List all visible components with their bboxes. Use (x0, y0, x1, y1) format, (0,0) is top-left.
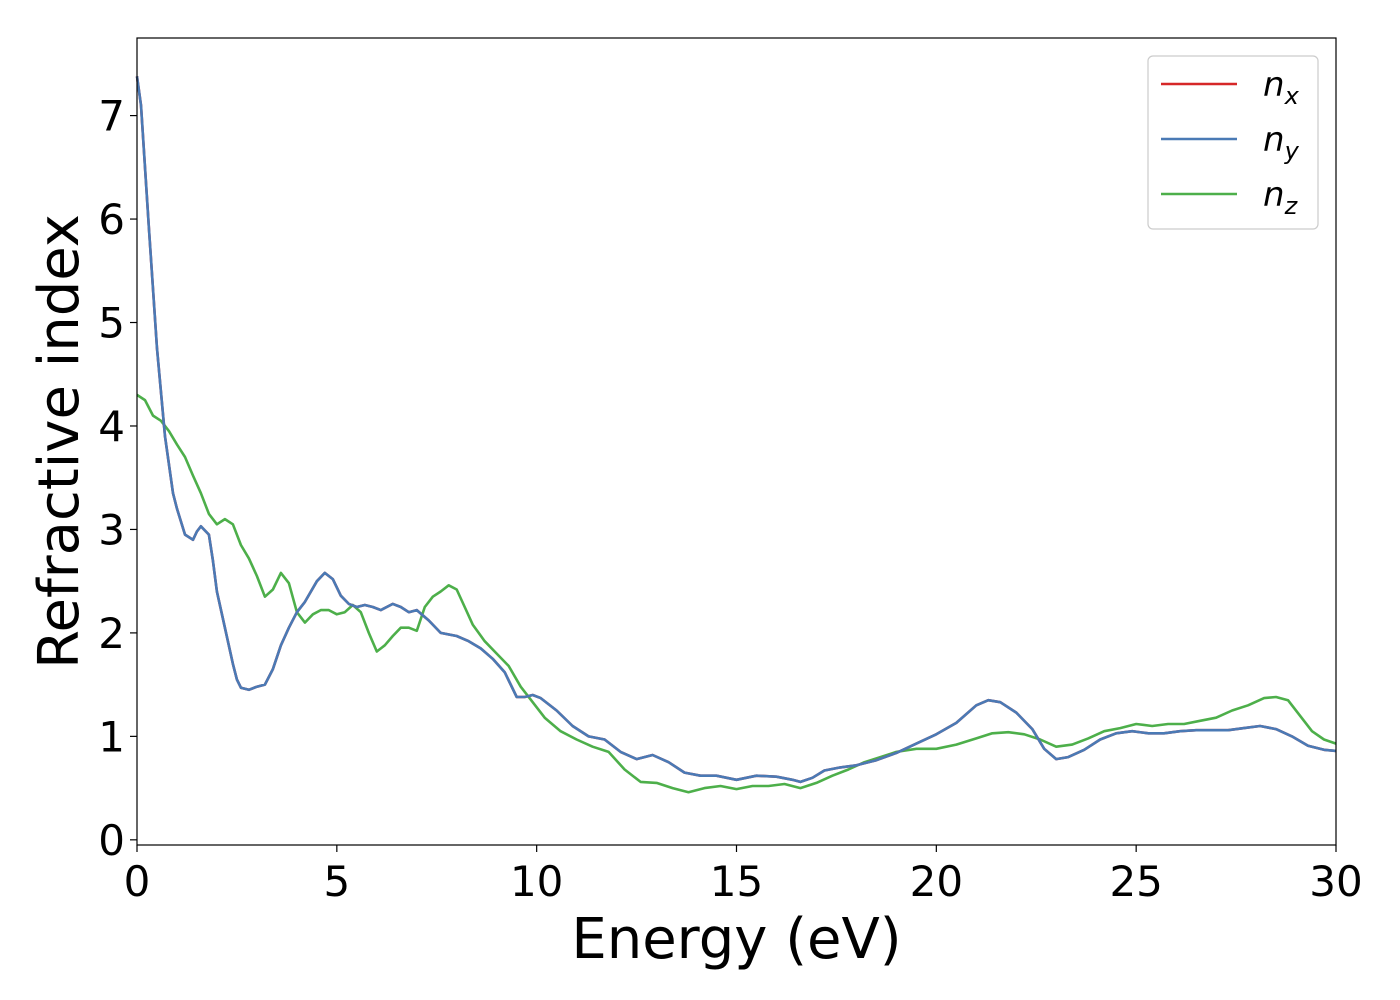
y-tick-label: 2 (98, 609, 125, 658)
legend-label-ny: ny (1263, 120, 1300, 165)
y-axis-label: Refractive index (27, 214, 92, 669)
legend-label-main: n (1263, 65, 1285, 105)
y-tick-label: 4 (98, 402, 125, 451)
series-layer (135, 76, 1337, 794)
x-tick-label: 0 (124, 857, 151, 906)
legend-label-nx: nx (1263, 65, 1300, 110)
legend-label-main: n (1263, 175, 1285, 215)
x-tick-label: 10 (510, 857, 563, 906)
x-tick-label: 25 (1109, 857, 1162, 906)
series-line-ny (135, 76, 1337, 784)
x-tick-label: 30 (1309, 857, 1362, 906)
series-line-nz (136, 393, 1337, 794)
legend-label-subscript: y (1284, 137, 1300, 165)
legend-label-main: n (1263, 120, 1285, 160)
x-tick-label: 20 (910, 857, 963, 906)
x-tick-label: 5 (323, 857, 350, 906)
y-tick-label: 1 (98, 712, 125, 761)
y-tick-label: 0 (98, 816, 125, 865)
x-tick-label: 15 (710, 857, 763, 906)
y-tick-label: 5 (98, 299, 125, 348)
y-axis-ticks: 0 1 2 3 4 5 6 7 (98, 92, 137, 865)
y-tick-label: 3 (98, 505, 125, 554)
legend-label-subscript: x (1284, 82, 1300, 110)
y-tick-label: 6 (98, 195, 125, 244)
y-tick-label: 7 (98, 92, 125, 141)
x-axis-ticks: 0 5 10 15 20 25 30 (124, 845, 1363, 906)
legend-label-nz: nz (1263, 175, 1299, 220)
legend-box (1147, 55, 1319, 230)
x-axis-label: Energy (eV) (571, 907, 901, 972)
legend-label-subscript: z (1284, 192, 1299, 220)
